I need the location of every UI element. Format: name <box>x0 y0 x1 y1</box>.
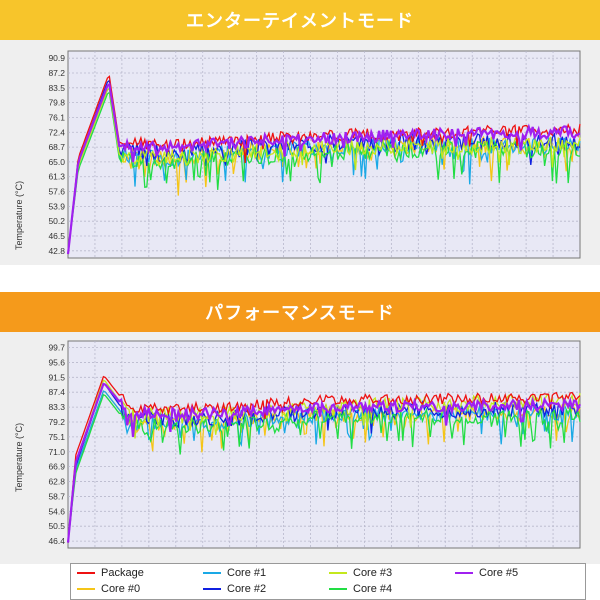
y-tick-label: 87.2 <box>48 68 65 78</box>
series-line-core-3 <box>67 87 581 255</box>
y-tick-label: 50.5 <box>48 521 65 531</box>
panel-entertainment: Temperature (°C) 90.9 87.2 83.5 79.8 76.1 72.… <box>0 40 600 265</box>
y-tick-label: 58.7 <box>48 491 65 501</box>
y-tick-label: 71.0 <box>48 447 65 457</box>
panel-performance: Temperature (°C) 99.7 95.6 91.5 87.4 83.3 79.… <box>0 332 600 564</box>
legend-item-core0: Core #0 <box>77 583 140 595</box>
y-tick-label: 53.9 <box>48 201 65 211</box>
series-line-package <box>67 375 581 543</box>
y-tick-label: 90.9 <box>48 53 65 63</box>
legend-label: Core #0 <box>101 583 141 595</box>
legend-swatch <box>77 588 95 590</box>
series-line-core-3 <box>67 379 581 543</box>
legend-item-core2: Core #2 <box>203 583 266 595</box>
legend-item-package: Package <box>77 567 144 579</box>
chart-performance: 99.7 95.6 91.5 87.4 83.3 79.2 75.1 71.0 66.9 62.8… <box>48 340 582 549</box>
series-line-core-5 <box>66 82 581 255</box>
y-tick-label: 57.6 <box>48 187 65 197</box>
legend-label: Core #5 <box>479 567 519 579</box>
legend-label: Package <box>101 567 144 579</box>
legend-label: Core #1 <box>227 567 267 579</box>
legend-swatch <box>203 572 221 574</box>
legend-swatch <box>329 588 347 590</box>
legend-item-core3: Core #3 <box>329 567 392 579</box>
y-tick-label: 68.7 <box>48 142 65 152</box>
y-tick-label: 83.5 <box>48 83 65 93</box>
legend: Package Core #1 Core #3 Core #5 Core #0 … <box>70 563 586 600</box>
y-tick-label: 79.8 <box>48 98 65 108</box>
y-tick-label: 95.6 <box>48 357 65 367</box>
banner-performance: パフォーマンスモード <box>0 292 600 332</box>
y-tick-label: 50.2 <box>48 216 65 226</box>
y-tick-label: 91.5 <box>48 372 65 382</box>
legend-item-core1: Core #1 <box>203 567 266 579</box>
banner-entertainment-title: エンターテイメントモード <box>186 11 414 32</box>
panel-gap <box>0 265 600 292</box>
y-tick-label: 76.1 <box>48 112 65 122</box>
y-tick-label: 62.8 <box>48 477 65 487</box>
series-line-core-5 <box>66 382 582 543</box>
y-tick-label: 65.0 <box>48 157 65 167</box>
legend-label: Core #3 <box>353 567 393 579</box>
legend-item-core4: Core #4 <box>329 583 392 595</box>
series-line-core-4 <box>67 91 581 255</box>
legend-swatch <box>329 572 347 574</box>
legend-swatch <box>455 572 473 574</box>
y-tick-label: 42.8 <box>48 246 65 256</box>
banner-entertainment: エンターテイメントモード <box>0 0 600 40</box>
y-tick-label: 61.3 <box>48 172 65 182</box>
y-tick-label: 66.9 <box>48 462 65 472</box>
y-tick-label: 79.2 <box>48 417 65 427</box>
banner-performance-title: パフォーマンスモード <box>205 303 395 324</box>
legend-label: Core #4 <box>353 583 393 595</box>
legend-swatch <box>203 588 221 590</box>
y-tick-label: 46.5 <box>48 231 65 241</box>
y-tick-label: 87.4 <box>48 387 65 397</box>
chart-entertainment: 90.9 87.2 83.5 79.8 76.1 72.4 68.7 65.0 61.3 57.6… <box>48 50 581 259</box>
legend-swatch <box>77 572 95 574</box>
series-line-core-4 <box>67 393 581 543</box>
y-tick-label: 75.1 <box>48 432 65 442</box>
y-tick-label: 72.4 <box>48 127 65 137</box>
y-tick-label: 83.3 <box>48 402 65 412</box>
legend-label: Core #2 <box>227 583 267 595</box>
y-tick-label: 54.6 <box>48 506 65 516</box>
legend-item-core5: Core #5 <box>455 567 518 579</box>
y-tick-label: 99.7 <box>48 343 65 353</box>
y-tick-label: 46.4 <box>48 536 65 546</box>
